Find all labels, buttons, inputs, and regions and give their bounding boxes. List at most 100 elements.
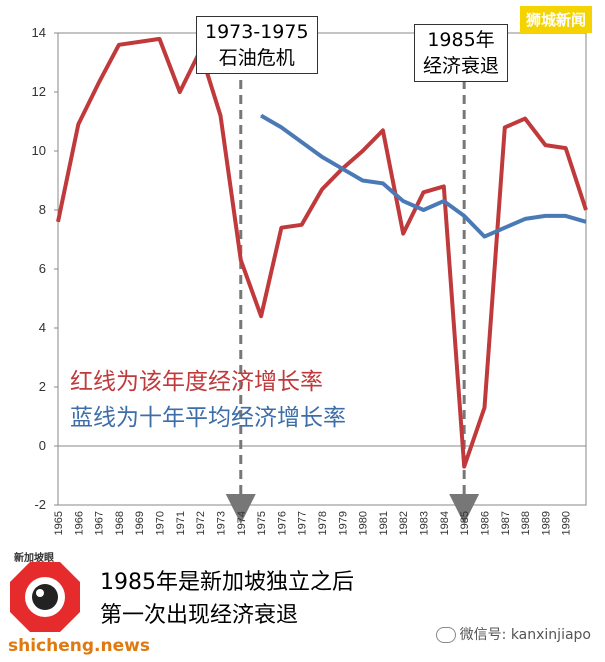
x-tick-label: 1990 [561,511,573,535]
ten-year-average-point [382,182,384,184]
annual-growth-point [118,44,120,46]
annual-growth-point [179,91,181,93]
x-tick-label: 1976 [276,511,288,535]
x-tick-label: 1967 [94,511,106,535]
annual-growth-point [382,129,384,131]
watermark-badge: 狮城新闻 [520,6,593,33]
x-tick-label: 1981 [378,511,390,535]
plot-frame [57,32,587,506]
y-tick-label: 10 [32,143,46,158]
annual-growth-point [443,185,445,187]
ten-year-average-point [565,215,567,217]
wechat-text: 微信号: kanxinjiapo [459,627,591,643]
x-tick-label: 1984 [439,511,451,535]
x-tick-label: 1982 [398,511,410,535]
annual-growth-point [138,41,140,43]
annual-growth-point [77,123,79,125]
recession-callout-line2: 经济衰退 [423,55,500,77]
ten-year-average-point [402,200,404,202]
x-tick-label: 1986 [479,511,491,535]
ten-year-average-point [280,126,282,128]
x-tick-label: 1989 [540,511,552,535]
wechat-icon [435,627,456,643]
annual-growth-point [240,259,242,261]
caption-line-2: 第一次出现经济衰退 [100,603,299,628]
annual-growth-point [585,209,587,211]
ten-year-average-point [260,115,262,117]
x-tick-label: 1988 [520,511,532,535]
x-tick-label: 1987 [500,511,512,535]
recession-callout-line1: 1985年 [427,29,495,51]
y-tick-label: 4 [39,320,46,335]
y-tick-label: 12 [32,84,46,99]
x-tick-label: 1985 [459,511,471,535]
y-tick-label: 6 [39,261,46,276]
oil-crisis-callout-line1: 1973-1975 [205,21,309,43]
oil-crisis-callout: 1973-1975 石油危机 [196,16,318,74]
x-tick-label: 1968 [114,511,126,535]
ten-year-average-point [301,141,303,143]
annotation-lines [225,80,480,524]
annual-growth-point [321,188,323,190]
ten-year-average-point [585,221,587,223]
annual-growth-point [362,150,364,152]
x-tick-label: 1965 [53,511,65,535]
logo-label: 新加坡眼 [14,553,54,564]
legend-blue: 蓝线为十年平均经济增长率 [70,405,346,431]
x-tick-label: 1978 [317,511,329,535]
wechat-id: 微信号: kanxinjiapo [435,624,591,644]
y-tick-labels: -2 0 2 4 6 8 10 12 14 [32,25,46,512]
axes [54,32,587,506]
y-tick-label: 2 [39,379,46,394]
legend-red: 红线为该年度经济增长率 [70,369,323,395]
annual-growth-point [260,315,262,317]
ten-year-average-point [362,180,364,181]
annual-growth-point [565,147,567,149]
x-tick-label: 1973 [215,511,227,535]
x-tick-label: 1975 [256,511,268,535]
oil-crisis-callout-line2: 石油危机 [218,47,295,69]
ten-year-average-point [341,168,343,170]
annual-growth-point [402,233,404,235]
annual-growth-point [98,82,100,84]
ten-year-average-point [423,209,425,211]
x-tick-label: 1980 [358,511,370,535]
y-tick-label: 14 [32,25,46,40]
ten-year-average-point [463,215,465,217]
logo-icon [10,562,80,632]
annual-growth-point [423,191,425,193]
ten-year-average-point [504,227,506,229]
y-tick-label: -2 [34,497,46,512]
x-tick-label: 1977 [297,511,309,535]
annual-growth-point [544,144,546,146]
x-tick-label: 1969 [134,511,146,535]
caption-line-1: 1985年是新加坡独立之后 [100,570,354,595]
x-tick-label: 1972 [195,511,207,535]
ten-year-average-point [524,218,526,220]
annual-growth-point [524,118,526,120]
x-tick-label: 1979 [337,511,349,535]
y-tick-label: 8 [39,202,46,217]
ten-year-average-point [544,215,546,217]
x-tick-labels: 1965 1966 1967 1968 1969 1970 1971 1972 1973 1974… [53,511,573,535]
y-tick-label: 0 [39,438,46,453]
annual-growth-point [483,407,485,409]
series-layer [56,36,588,469]
ten-year-average-point [443,200,445,202]
annual-growth-point [159,38,161,40]
x-tick-label: 1970 [155,511,167,535]
annual-growth-point [219,115,221,117]
annual-growth-point [301,224,303,226]
ten-year-average-point [483,236,485,238]
x-tick-label: 1971 [175,511,187,535]
annual-growth-point [504,126,506,128]
recession-callout: 1985年 经济衰退 [414,24,509,82]
annual-growth-point [280,227,282,229]
ten-year-average-point [321,156,323,158]
site-name: shicheng.news [8,636,150,656]
x-tick-label: 1974 [236,511,248,535]
annual-growth-point [463,466,465,468]
annual-growth-point [57,221,59,223]
x-tick-label: 1966 [73,511,85,535]
